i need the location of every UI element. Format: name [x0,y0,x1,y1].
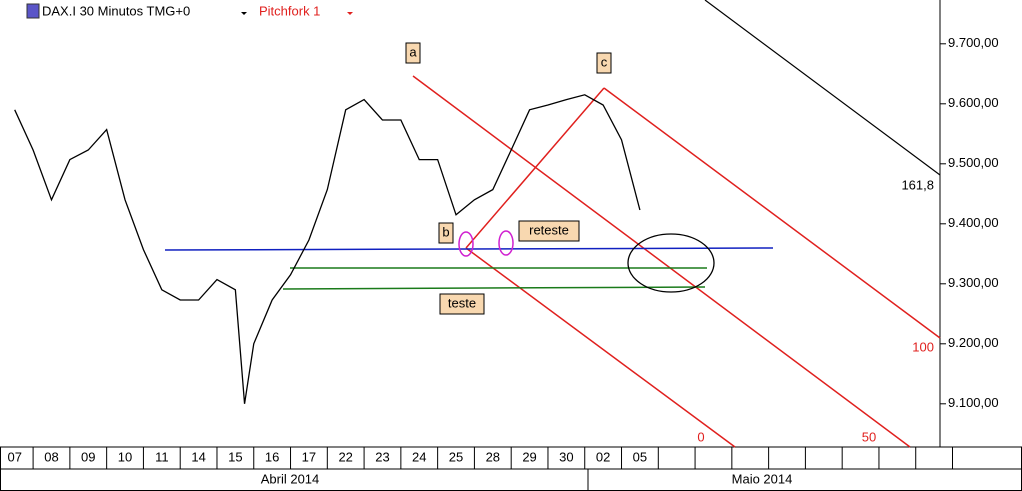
y-tick-label: 9.700,00 [948,35,999,50]
x-tick-label: 17 [302,449,316,464]
label-box [518,220,580,242]
x-tick-label: 16 [265,449,279,464]
ellipse [498,230,514,256]
y-tick-label: 9.100,00 [948,395,999,410]
y-tick-label: 9.600,00 [948,95,999,110]
x-tick-label: 22 [338,449,352,464]
x-tick-label: 10 [118,449,132,464]
annotation: 50 [862,429,876,444]
x-tick-label: 29 [522,449,536,464]
x-tick-label: 25 [449,449,463,464]
ellipse [627,233,715,293]
price-line [14,94,641,404]
pitchfork-line [465,247,736,448]
x-tick-label: 14 [191,449,205,464]
label-box [405,42,421,64]
header-title: DAX.I 30 Minutos TMG+0 [42,3,190,18]
annotation: teste [448,295,476,310]
label-box [596,52,612,74]
header-icon [26,3,40,19]
pitchfork-line [603,87,941,339]
x-tick-label: 08 [44,449,58,464]
month-label: Abril 2014 [261,471,320,486]
x-tick-label: 24 [412,449,426,464]
dropdown-arrow [347,12,353,15]
x-tick-label: 09 [81,449,95,464]
y-tick-label: 9.500,00 [948,155,999,170]
ellipse [458,231,474,257]
y-tick-label: 9.400,00 [948,215,999,230]
x-tick-label: 15 [228,449,242,464]
month-label: Maio 2014 [732,471,793,486]
annotation: 100 [912,339,934,354]
x-tick-label: 07 [7,449,21,464]
header-study: Pitchfork 1 [259,3,320,18]
dropdown-arrow [241,12,247,15]
annotation: 161,8 [901,177,934,192]
x-tick-label: 30 [559,449,573,464]
support-line [282,286,706,290]
annotation: b [442,224,449,239]
pitchfork-line [412,75,911,448]
trend-line [704,0,941,176]
price-layer [14,94,641,404]
labels: a b c reteste teste 161,8 100 0 50 [405,42,934,444]
x-tick-label: 02 [596,449,610,464]
x-tick-label: 28 [486,449,500,464]
x-tick-label: 11 [155,449,169,464]
x-tick-label: 23 [375,449,389,464]
annotation: c [601,54,608,69]
pitchfork-handle [465,87,605,249]
support-line [164,247,774,251]
annotation: 0 [697,429,704,444]
label-box [439,293,485,315]
x-tick-label: 05 [633,449,647,464]
y-tick-label: 9.200,00 [948,335,999,350]
label-box [438,222,454,244]
annotation: a [409,44,417,59]
y-tick-label: 9.300,00 [948,275,999,290]
annotation: reteste [529,222,569,237]
drawings [164,0,941,448]
